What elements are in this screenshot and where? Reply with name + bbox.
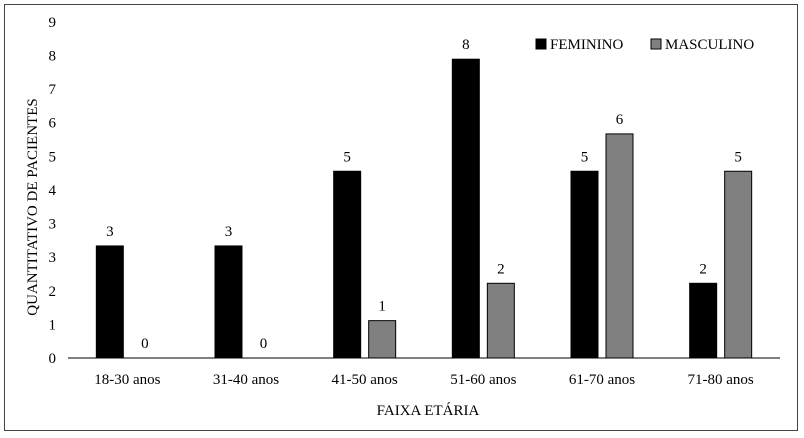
x-tick-label: 31-40 anos bbox=[213, 372, 279, 388]
bar-feminino bbox=[214, 245, 243, 359]
data-label: 5 bbox=[343, 149, 351, 165]
y-tick-label: 1 bbox=[49, 317, 57, 333]
data-label: 3 bbox=[225, 224, 233, 240]
y-tick-label: 2 bbox=[49, 284, 57, 300]
x-axis-title: FAIXA ETÁRIA bbox=[377, 402, 480, 419]
x-tick-label: 61-70 anos bbox=[569, 372, 635, 388]
data-label: 8 bbox=[462, 37, 470, 53]
data-label: 1 bbox=[378, 299, 386, 315]
legend-label-feminino: FEMININO bbox=[550, 37, 623, 53]
bar-masculino bbox=[486, 282, 515, 359]
y-tick-label: 6 bbox=[49, 116, 57, 132]
legend-label-masculino: MASCULINO bbox=[665, 37, 754, 53]
bar-feminino bbox=[570, 170, 599, 359]
data-label: 2 bbox=[699, 261, 707, 277]
chart-frame bbox=[4, 4, 798, 431]
x-tick-label: 51-60 anos bbox=[450, 372, 516, 388]
y-tick-label: 3 bbox=[49, 217, 57, 233]
data-label: 0 bbox=[141, 336, 149, 352]
bar-feminino bbox=[333, 170, 362, 359]
data-label: 2 bbox=[497, 261, 505, 277]
y-tick-label: 0 bbox=[49, 351, 57, 367]
bar-masculino bbox=[605, 133, 634, 359]
y-tick-label: 5 bbox=[49, 149, 57, 165]
legend-swatch-masculino bbox=[650, 38, 662, 50]
legend-swatch-feminino bbox=[535, 38, 547, 50]
data-label: 3 bbox=[106, 224, 114, 240]
data-label: 5 bbox=[581, 149, 589, 165]
y-tick-label: 8 bbox=[49, 48, 57, 64]
y-tick-label: 3 bbox=[49, 250, 57, 266]
bar-feminino bbox=[451, 58, 480, 359]
x-tick-label: 71-80 anos bbox=[688, 372, 754, 388]
y-tick-label: 7 bbox=[49, 82, 57, 98]
y-axis-title: QUANTITATIVO DE PACIENTES bbox=[25, 98, 41, 315]
bar-feminino bbox=[95, 245, 124, 359]
x-tick-label: 18-30 anos bbox=[94, 372, 160, 388]
y-tick-label: 9 bbox=[49, 15, 57, 31]
bar-masculino bbox=[724, 170, 753, 359]
data-label: 6 bbox=[616, 112, 624, 128]
y-tick-label: 4 bbox=[49, 183, 57, 199]
bar-masculino bbox=[368, 320, 397, 359]
data-label: 5 bbox=[734, 149, 742, 165]
x-tick-label: 41-50 anos bbox=[332, 372, 398, 388]
bar-feminino bbox=[689, 282, 718, 359]
data-label: 0 bbox=[260, 336, 268, 352]
